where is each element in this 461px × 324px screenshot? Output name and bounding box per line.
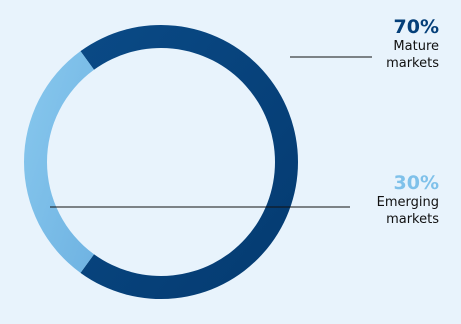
slice-emerging: [24, 51, 94, 273]
slice-name-emerging-line1: Emerging: [376, 195, 439, 210]
slice-mature: [80, 25, 298, 299]
slice-label-emerging: 30% Emerging markets: [377, 172, 439, 228]
slice-name-mature-line1: Mature: [393, 39, 439, 54]
slice-percent-mature: 70%: [393, 16, 439, 38]
slice-percent-emerging: 30%: [393, 172, 439, 194]
slice-name-emerging-line2: markets: [386, 212, 439, 227]
slice-name-mature-line2: markets: [386, 56, 439, 71]
slice-label-mature: 70% Mature markets: [386, 16, 439, 72]
